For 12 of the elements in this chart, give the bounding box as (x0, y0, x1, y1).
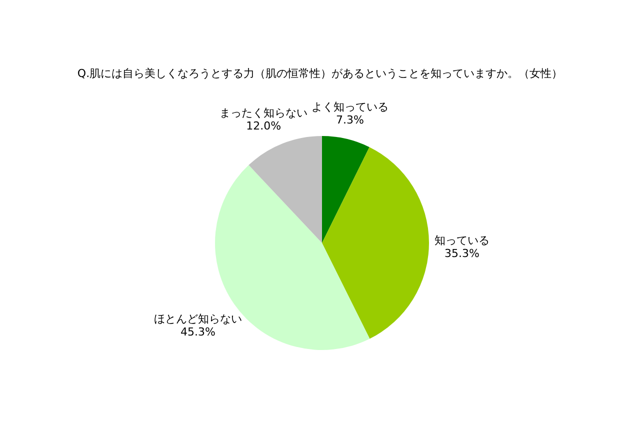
slice-label: 知っている (434, 234, 490, 247)
data-label: 12.0% (246, 120, 282, 133)
slice-label: よく知っている (311, 100, 388, 114)
data-label: 35.3% (444, 246, 480, 260)
slice-label: ほとんど知らない (154, 312, 242, 326)
pie-slice (322, 147, 429, 339)
data-label: 7.3% (336, 114, 364, 127)
slice-label: まったく知らない (220, 106, 308, 120)
pie-slice (322, 136, 370, 243)
chart-title: Q.肌には自ら美しくなろうとする力（肌の恒常性）があるということを知っていますか。（女性） (76, 66, 564, 81)
data-label: 45.3% (180, 325, 216, 338)
pie-slice (248, 136, 322, 243)
